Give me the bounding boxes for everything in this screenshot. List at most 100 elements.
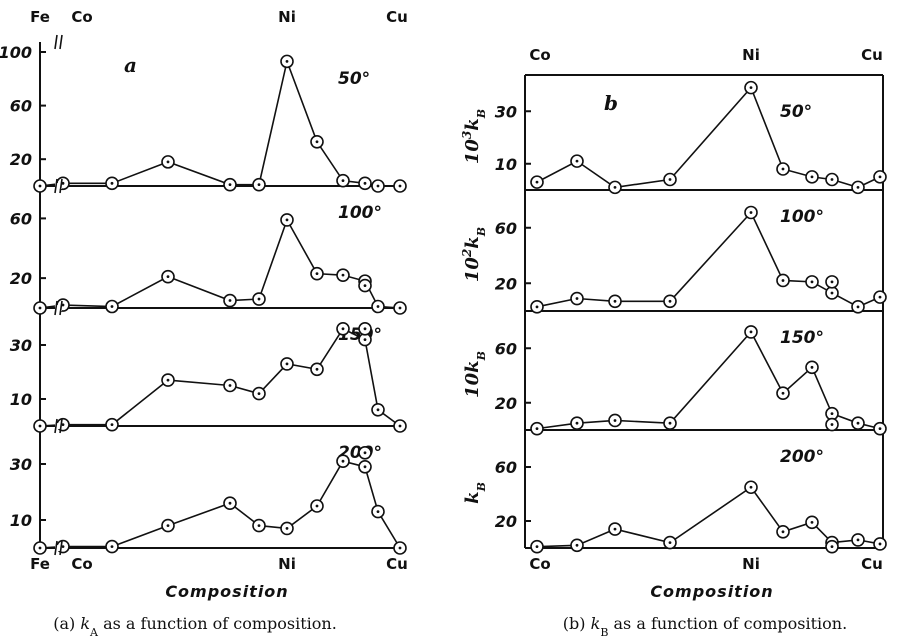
data-point-dot	[38, 424, 42, 428]
data-point-dot	[830, 423, 834, 426]
data-point-dot	[363, 338, 367, 341]
y-tick-label: 60	[10, 97, 32, 116]
data-point-dot	[830, 280, 834, 284]
y-axis-label: kA	[0, 480, 2, 501]
data-point-dot	[228, 501, 232, 505]
series-line	[536, 86, 881, 189]
y-tick-label: 20	[10, 269, 32, 288]
data-point-dot	[228, 299, 232, 302]
data-point-dot	[228, 183, 232, 187]
y-tick-label: 60	[10, 209, 32, 228]
data-point-dot	[257, 524, 261, 527]
data-point-dot	[61, 423, 65, 427]
data-point-dot	[749, 330, 753, 334]
panel-label: b	[604, 91, 618, 115]
y-tick-label: 10	[10, 511, 32, 530]
y-tick-label: 10	[10, 390, 32, 409]
data-point-dot	[398, 184, 402, 188]
subplot-a-2: 103010kA150°	[0, 321, 407, 433]
y-tick-label: 20	[10, 150, 32, 169]
data-point-dot	[856, 421, 860, 425]
data-point-dot	[315, 367, 319, 371]
data-point-dot	[315, 140, 319, 144]
axis-break-mark	[54, 300, 58, 316]
y-axis-label: kB	[462, 482, 488, 504]
y-tick-label: 60	[495, 339, 517, 358]
data-point-dot	[613, 299, 617, 303]
data-point-dot	[110, 423, 114, 427]
x-top-label: Ni	[278, 8, 296, 26]
data-point-dot	[668, 421, 672, 425]
y-tick-label: 20	[495, 274, 517, 293]
series-line	[39, 327, 401, 427]
data-point-dot	[878, 175, 882, 179]
data-point-dot	[363, 284, 367, 287]
data-point-dot	[38, 546, 42, 550]
data-point-dot	[363, 451, 367, 455]
x-top-label: Co	[529, 46, 550, 64]
panel-a: 2060100103kA50°2060102kA100°103010kA150°…	[0, 8, 408, 639]
data-point-dot	[38, 184, 42, 188]
data-point-dot	[341, 179, 345, 183]
data-point-dot	[535, 305, 539, 309]
data-point-dot	[110, 545, 114, 548]
y-axis-label: 103kB	[460, 109, 488, 164]
data-point-dot	[535, 545, 539, 549]
axis-break-mark	[59, 178, 63, 194]
axis-break-gap	[55, 545, 62, 551]
y-axis-label: 102kA	[0, 223, 2, 278]
data-point-dot	[749, 485, 753, 489]
data-point-dot	[668, 299, 672, 303]
x-bottom-label: Ni	[278, 555, 296, 573]
data-point-dot	[166, 275, 170, 279]
axis-break-gap	[55, 183, 62, 189]
data-point-dot	[341, 459, 345, 463]
subplot-a-0: 20 60 100 103kA 50°	[0, 43, 407, 193]
data-point-dot	[749, 211, 753, 214]
data-point-dot	[856, 305, 860, 309]
series-line	[39, 217, 401, 309]
data-point-dot	[810, 365, 814, 369]
data-point-dot	[613, 419, 617, 422]
data-point-dot	[166, 524, 170, 527]
data-point-dot	[878, 542, 882, 546]
series-line	[536, 330, 881, 430]
data-point-dot	[398, 306, 402, 310]
axis-break-mark	[59, 418, 63, 434]
data-point-dot	[110, 181, 114, 185]
data-point-dot	[398, 424, 402, 428]
data-point-dot	[781, 279, 785, 282]
data-point-dot	[363, 327, 367, 331]
x-top-label: Cu	[386, 8, 408, 26]
axis-break-gap	[55, 423, 62, 429]
data-point-dot	[668, 541, 672, 544]
panel-b: 10 30 103kB 50° 20 60 102kB 100° 20 60 10kB 150° 20 6…	[460, 46, 887, 639]
data-point-dot	[257, 183, 261, 187]
x-bottom-label: Ni	[742, 555, 760, 573]
x-top-label: Ni	[742, 46, 760, 64]
y-tick-label: 10	[495, 155, 517, 174]
axis-break-mark	[59, 540, 63, 556]
axis-break-gap	[55, 39, 62, 45]
data-point-dot	[257, 297, 261, 301]
data-point-dot	[376, 305, 380, 308]
y-tick-label: 20	[495, 394, 517, 413]
data-point-dot	[830, 545, 834, 549]
y-axis-label: 10kA	[0, 348, 2, 395]
data-point-dot	[781, 530, 785, 534]
data-point-dot	[575, 297, 579, 300]
data-point-dot	[856, 185, 860, 189]
y-tick-label: 30	[495, 102, 517, 121]
y-axis-label: 103kA	[0, 90, 2, 145]
data-point-dot	[315, 504, 319, 508]
axis-break-mark	[59, 34, 63, 50]
figure-caption: (b) kB as a function of composition.	[563, 614, 847, 639]
data-point-dot	[613, 527, 617, 531]
x-bottom-label: Co	[71, 555, 92, 573]
temperature-label: 50°	[338, 69, 370, 89]
data-point-dot	[61, 181, 65, 185]
data-point-dot	[749, 86, 753, 90]
axis-break-mark	[54, 178, 58, 194]
data-point-dot	[878, 427, 882, 431]
